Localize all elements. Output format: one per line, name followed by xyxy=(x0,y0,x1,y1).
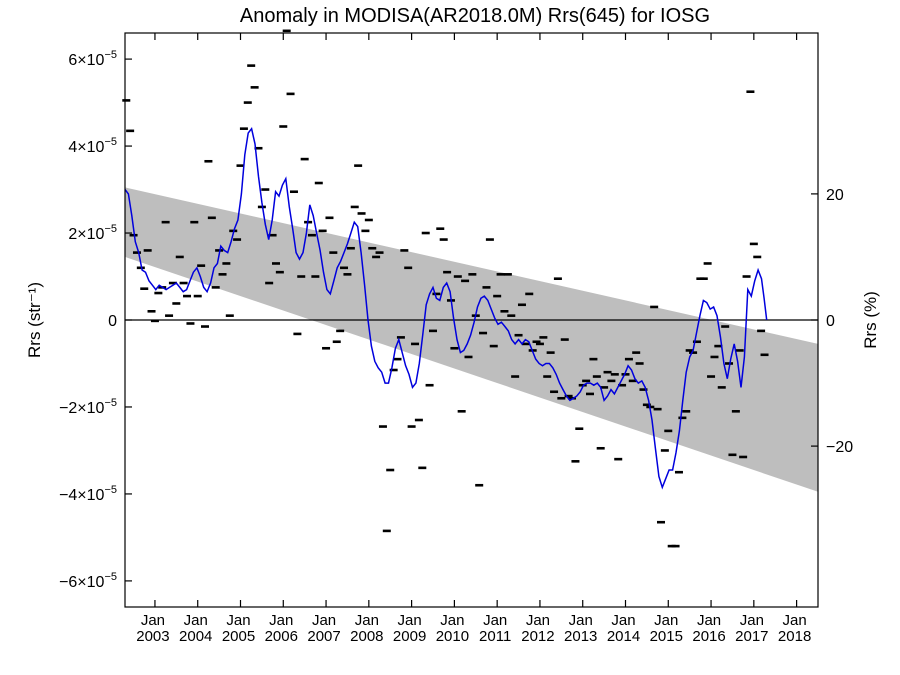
x-tick-label-year: 2013 xyxy=(564,628,597,645)
x-tick-label-month: Jan xyxy=(440,612,464,629)
x-tick-label-month: Jan xyxy=(569,612,593,629)
x-tick-label-year: 2008 xyxy=(350,628,383,645)
x-tick-label-month: Jan xyxy=(783,612,807,629)
x-tick-label-month: Jan xyxy=(226,612,250,629)
x-tick-label-month: Jan xyxy=(654,612,678,629)
x-tick-label-year: 2017 xyxy=(735,628,768,645)
x-axis-ticks: Jan2003Jan2004Jan2005Jan2006Jan2007Jan20… xyxy=(136,33,811,645)
x-tick-label-month: Jan xyxy=(141,612,165,629)
x-tick-label-year: 2004 xyxy=(179,628,212,645)
x-tick-label-month: Jan xyxy=(355,612,379,629)
x-tick-label-year: 2009 xyxy=(393,628,426,645)
x-tick-label-month: Jan xyxy=(611,612,635,629)
left-y-tick-label: 0 xyxy=(108,313,117,330)
x-tick-label-year: 2018 xyxy=(778,628,811,645)
x-tick-label-month: Jan xyxy=(269,612,293,629)
x-tick-label-month: Jan xyxy=(526,612,550,629)
x-tick-label-year: 2003 xyxy=(136,628,169,645)
smoothed-line xyxy=(124,126,768,490)
x-tick-label-month: Jan xyxy=(398,612,422,629)
left-y-tick-label: 2×10−5 xyxy=(68,223,117,243)
x-tick-label-month: Jan xyxy=(184,612,208,629)
x-tick-label-year: 2015 xyxy=(650,628,683,645)
right-y-tick-label: −20 xyxy=(826,439,853,456)
right-y-tick-label: 20 xyxy=(826,187,844,204)
x-tick-label-year: 2014 xyxy=(607,628,640,645)
x-tick-label-year: 2010 xyxy=(436,628,469,645)
right-y-axis-ticks: 20 0 −20 xyxy=(811,187,853,456)
right-y-tick-label: 0 xyxy=(826,313,835,330)
left-y-tick-label: −6×10−5 xyxy=(59,571,117,591)
right-y-axis-label: Rrs (%) xyxy=(861,291,880,349)
x-tick-label-year: 2006 xyxy=(265,628,298,645)
trend-band-layer xyxy=(125,187,818,492)
x-tick-label-month: Jan xyxy=(697,612,721,629)
trend-band xyxy=(125,187,818,492)
x-tick-label-month: Jan xyxy=(740,612,764,629)
left-y-axis-ticks: 6×10−5 4×10−5 2×10−5 0 −2×10−5 −4×10−5 −6×10−5 xyxy=(59,49,132,591)
x-tick-label-year: 2016 xyxy=(692,628,725,645)
x-tick-label-year: 2007 xyxy=(307,628,340,645)
x-tick-label-year: 2011 xyxy=(479,628,511,645)
x-tick-label-month: Jan xyxy=(312,612,336,629)
left-y-tick-label: 4×10−5 xyxy=(68,136,117,156)
left-y-tick-label: −2×10−5 xyxy=(59,397,117,417)
left-y-tick-label: 6×10−5 xyxy=(68,49,117,69)
x-tick-label-year: 2005 xyxy=(222,628,255,645)
x-tick-label-year: 2012 xyxy=(521,628,554,645)
chart-title: Anomaly in MODISA(AR2018.0M) Rrs(645) fo… xyxy=(240,5,710,27)
x-tick-label-month: Jan xyxy=(483,612,507,629)
left-y-axis-label: Rrs (str⁻¹) xyxy=(25,282,44,358)
left-y-tick-label: −4×10−5 xyxy=(59,484,117,504)
smoothed-line-layer xyxy=(124,126,768,490)
